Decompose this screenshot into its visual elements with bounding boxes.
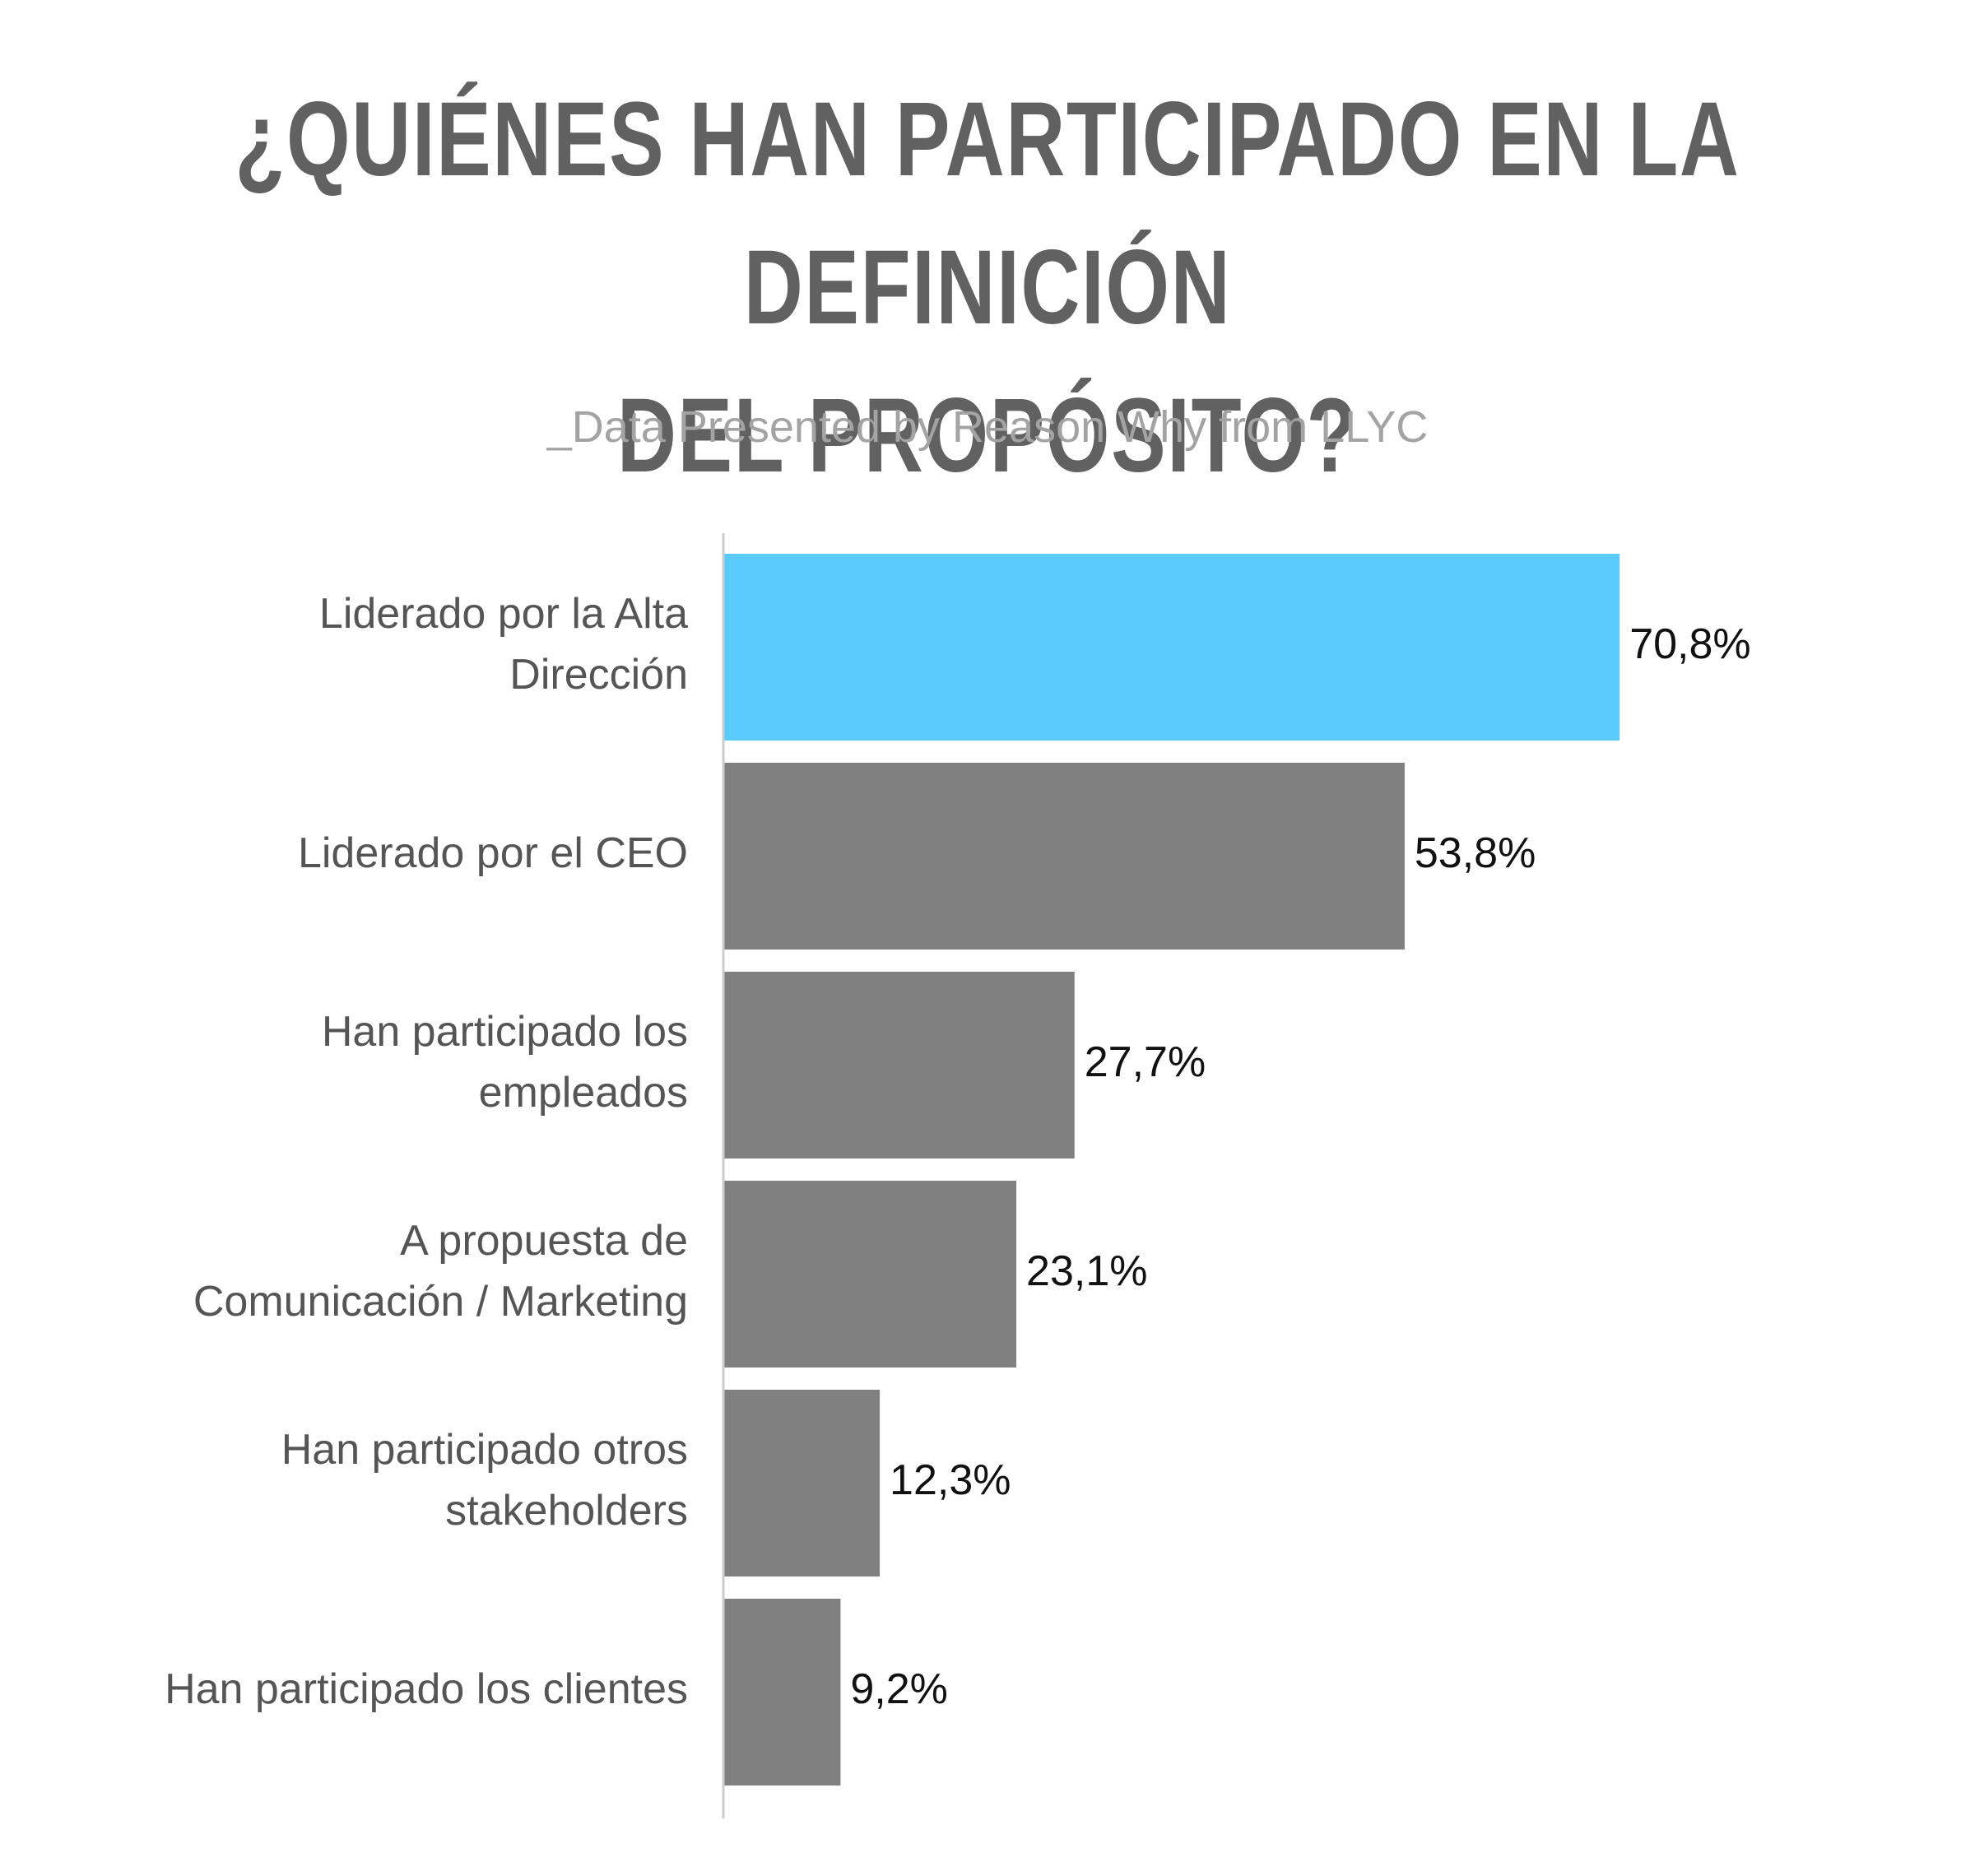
category-label-6-line-1: Han participado los clientes [165,1665,688,1713]
chart-title: ¿QUIÉNES HAN PARTICIPADO EN LA DEFINICIÓ… [217,66,1758,510]
chart-title-line-1: ¿QUIÉNES HAN PARTICIPADO EN LA DEFINICIÓ… [235,81,1740,346]
bars-group: 70,8% Liderado por la Alta Dirección 53,8% L… [165,554,1751,1785]
bar-4 [724,1181,1017,1368]
value-label-1: 70,8% [1629,620,1750,668]
category-label-4: A propuesta de Comunicación / Marketing [193,1217,688,1326]
bar-2 [724,763,1405,950]
category-label-4-line-1: A propuesta de [400,1217,688,1265]
value-label-5: 12,3% [890,1456,1011,1504]
value-label-2: 53,8% [1415,829,1536,877]
bar-1 [724,554,1620,741]
category-label-2: Liderado por el CEO [298,829,688,877]
category-label-5-line-2: stakeholders [445,1487,688,1535]
bar-5 [724,1390,881,1576]
chart-subtitle: _Data Presented by Reason Why from LLYC [546,402,1429,452]
bar-3 [724,972,1075,1159]
category-label-1-line-1: Liderado por la Alta [319,590,688,638]
bar-6 [724,1599,841,1785]
category-label-3-line-2: empleados [479,1069,688,1117]
value-label-6: 9,2% [850,1665,948,1713]
value-label-4: 23,1% [1026,1247,1147,1295]
category-label-3: Han participado los empleados [322,1008,688,1117]
chart-title-line-2: DEL PROPÓSITO? [616,377,1359,495]
category-label-5: Han participado otros stakeholders [281,1426,688,1535]
category-label-1: Liderado por la Alta Dirección [319,590,688,699]
category-label-3-line-1: Han participado los [322,1008,688,1056]
category-label-6: Han participado los clientes [165,1665,688,1713]
category-label-4-line-2: Comunicación / Marketing [193,1278,688,1326]
value-label-3: 27,7% [1085,1038,1206,1086]
category-label-2-line-1: Liderado por el CEO [298,829,688,877]
category-label-1-line-2: Dirección [509,651,688,699]
category-label-5-line-1: Han participado otros [281,1426,688,1474]
